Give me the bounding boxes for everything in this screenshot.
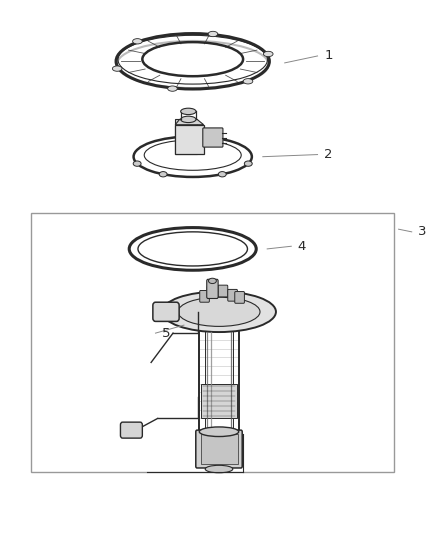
Text: 5: 5 xyxy=(162,327,170,340)
Ellipse shape xyxy=(138,232,247,266)
Text: 1: 1 xyxy=(324,50,332,62)
FancyBboxPatch shape xyxy=(196,430,242,468)
Polygon shape xyxy=(175,119,204,125)
Polygon shape xyxy=(175,125,204,154)
Polygon shape xyxy=(175,119,197,154)
Ellipse shape xyxy=(263,51,273,56)
Ellipse shape xyxy=(205,465,233,473)
FancyBboxPatch shape xyxy=(200,290,209,302)
Ellipse shape xyxy=(142,42,243,76)
Ellipse shape xyxy=(218,172,226,177)
FancyBboxPatch shape xyxy=(203,128,223,147)
Bar xyxy=(201,434,238,464)
Bar xyxy=(31,213,394,472)
Ellipse shape xyxy=(180,108,196,115)
Bar xyxy=(201,384,237,418)
Ellipse shape xyxy=(168,86,177,91)
Ellipse shape xyxy=(243,79,253,84)
FancyBboxPatch shape xyxy=(120,422,142,438)
Text: 2: 2 xyxy=(324,148,332,161)
Ellipse shape xyxy=(133,38,142,44)
FancyBboxPatch shape xyxy=(207,279,218,298)
FancyBboxPatch shape xyxy=(228,289,237,301)
FancyBboxPatch shape xyxy=(235,292,244,303)
Ellipse shape xyxy=(159,172,167,177)
Ellipse shape xyxy=(180,116,196,123)
FancyBboxPatch shape xyxy=(153,302,179,321)
FancyBboxPatch shape xyxy=(207,286,217,298)
Ellipse shape xyxy=(199,427,239,437)
Ellipse shape xyxy=(208,31,218,37)
Ellipse shape xyxy=(244,161,252,166)
Ellipse shape xyxy=(178,297,260,326)
FancyBboxPatch shape xyxy=(218,285,228,297)
Ellipse shape xyxy=(162,292,276,332)
Ellipse shape xyxy=(133,161,141,166)
Ellipse shape xyxy=(113,66,122,71)
Ellipse shape xyxy=(208,278,216,284)
Text: 4: 4 xyxy=(298,240,306,253)
Text: 3: 3 xyxy=(418,225,427,238)
